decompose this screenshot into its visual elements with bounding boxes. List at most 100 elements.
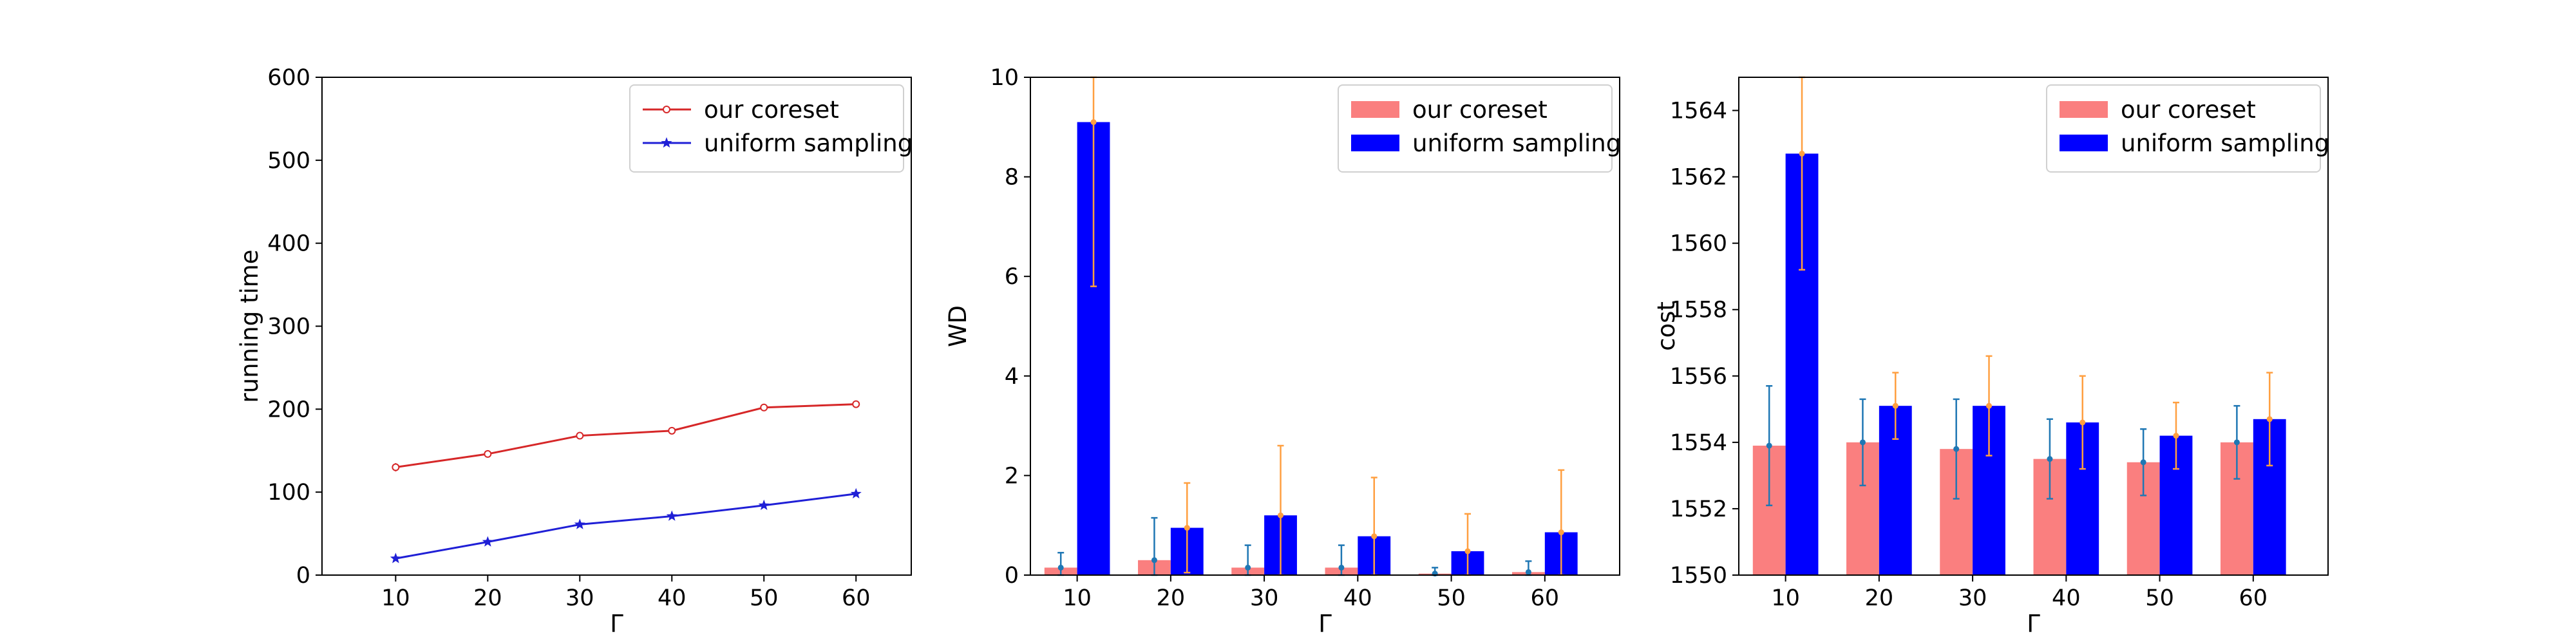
error-bar-center xyxy=(2047,456,2053,462)
y-tick-label: 10 xyxy=(990,65,1019,91)
error-bar-center xyxy=(1986,402,1993,409)
legend-box xyxy=(1338,84,1613,173)
x-tick-label: 40 xyxy=(1343,585,1372,611)
x-tick-label: 30 xyxy=(1958,585,1987,611)
y-tick-label: 200 xyxy=(267,397,310,422)
x-tick-label: 60 xyxy=(1531,585,1560,611)
data-point-circle xyxy=(576,431,584,440)
y-axis-label: WD xyxy=(944,305,972,347)
x-tick-label: 50 xyxy=(750,585,779,611)
data-point-circle xyxy=(852,400,860,408)
error-bar-center xyxy=(1338,564,1345,571)
error-bar-center xyxy=(1090,119,1097,126)
legend-bar-swatch xyxy=(1351,101,1399,118)
y-tick-label: 8 xyxy=(1005,165,1019,191)
y-tick-label: 6 xyxy=(1005,264,1019,290)
data-point-star xyxy=(390,553,401,564)
data-point-circle xyxy=(668,426,676,435)
legend-circle-marker xyxy=(663,106,670,113)
error-bar-center xyxy=(1892,402,1899,409)
y-tick-label: 500 xyxy=(267,148,310,174)
data-point-circle xyxy=(392,463,400,471)
x-tick-label: 60 xyxy=(842,585,871,611)
wd-bar-chart: 0 2 4 6 8 10 10 20 30 40 50 60 Γ WD our coreset uniform… xyxy=(944,65,1621,638)
error-bar-center xyxy=(1558,529,1564,536)
x-tick-label: 20 xyxy=(1157,585,1186,611)
data-point-star xyxy=(482,536,493,547)
y-tick-label: 1550 xyxy=(1670,563,1727,589)
x-tick-label: 20 xyxy=(473,585,502,611)
y-tick-label: 600 xyxy=(267,65,310,91)
y-tick-label: 0 xyxy=(1005,563,1019,589)
legend-label: our coreset xyxy=(1412,96,1548,124)
x-tick-label: 10 xyxy=(1063,585,1092,611)
error-bar-center xyxy=(1057,564,1064,571)
error-bar-center xyxy=(1953,446,1960,452)
plot-frame xyxy=(1738,77,2329,576)
y-tick-label: 300 xyxy=(267,314,310,340)
y-tick-label: 1558 xyxy=(1670,298,1727,323)
legend-label: uniform sampling xyxy=(2121,129,2329,157)
x-tick-label: 10 xyxy=(1771,585,1800,611)
x-tick-label: 40 xyxy=(658,585,687,611)
error-bar-center xyxy=(1245,564,1251,571)
x-tick-label: 60 xyxy=(2239,585,2268,611)
data-point-star xyxy=(666,510,677,521)
data-point-star xyxy=(850,488,862,499)
legend-label: uniform sampling xyxy=(1412,129,1621,157)
error-bar-center xyxy=(1464,548,1471,554)
legend-label: our coreset xyxy=(704,96,839,124)
error-bar-center xyxy=(1278,512,1284,518)
y-axis-label: running time xyxy=(236,249,263,402)
y-tick-label: 1556 xyxy=(1670,364,1727,390)
y-tick-label: 1562 xyxy=(1670,165,1727,191)
y-tick-label: 2 xyxy=(1005,463,1019,489)
series-line xyxy=(395,493,857,560)
legend-bar-swatch xyxy=(1351,135,1399,151)
legend-bar-swatch xyxy=(2060,135,2108,151)
x-tick-label: 10 xyxy=(381,585,410,611)
data-point-circle xyxy=(484,450,492,458)
y-tick-label: 1552 xyxy=(1670,497,1727,522)
series-line xyxy=(395,403,857,469)
legend-box xyxy=(629,84,904,173)
y-tick-label: 4 xyxy=(1005,364,1019,390)
x-tick-label: 50 xyxy=(2145,585,2174,611)
plot-frame xyxy=(321,77,912,576)
y-tick-label: 1554 xyxy=(1670,430,1727,456)
y-tick-label: 1560 xyxy=(1670,231,1727,257)
legend-bar-swatch xyxy=(2060,101,2108,118)
x-tick-label: 20 xyxy=(1865,585,1894,611)
error-bar-center xyxy=(1799,151,1805,157)
x-tick-label: 30 xyxy=(1250,585,1279,611)
error-bar-center xyxy=(1151,557,1157,564)
legend-label: uniform sampling xyxy=(704,129,913,157)
error-bar-center xyxy=(1184,525,1190,531)
running-time-line-chart: 0 100 200 300 400 500 600 10 20 30 40 50 60 Γrunning … xyxy=(236,65,913,638)
error-bar-center xyxy=(1766,442,1772,449)
data-point-star xyxy=(758,499,770,511)
data-point-circle xyxy=(760,403,768,412)
plot-frame xyxy=(1030,77,1620,576)
x-tick-label: 50 xyxy=(1437,585,1466,611)
y-axis-label: cost xyxy=(1653,301,1680,351)
error-bar-center xyxy=(1525,569,1531,575)
x-tick-label: 30 xyxy=(565,585,594,611)
x-axis-label: Γ xyxy=(610,610,623,638)
cost-bar-chart: 1550 1552 1554 1556 1558 1560 1562 1564 10 20 30 40… xyxy=(1653,76,2329,638)
data-point-star xyxy=(574,518,585,529)
legend-star-marker xyxy=(661,137,672,148)
x-axis-label: Γ xyxy=(1318,610,1332,638)
error-bar-center xyxy=(1371,533,1378,540)
y-tick-label: 1564 xyxy=(1670,99,1727,124)
y-tick-label: 0 xyxy=(296,563,310,589)
error-bar-center xyxy=(2266,416,2273,422)
legend-box xyxy=(2046,84,2321,173)
y-tick-label: 100 xyxy=(267,480,310,506)
error-bar-center xyxy=(2233,439,2240,446)
error-bar-center xyxy=(2173,433,2179,439)
x-axis-label: Γ xyxy=(2027,610,2040,638)
error-bar-center xyxy=(2140,459,2146,466)
x-tick-label: 40 xyxy=(2052,585,2081,611)
